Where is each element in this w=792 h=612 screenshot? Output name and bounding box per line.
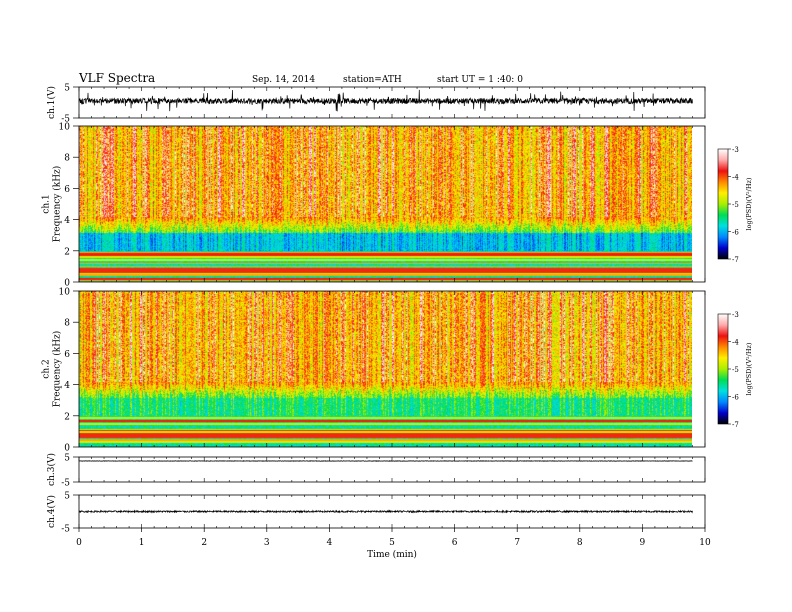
ch2-spectrogram-colorbar-scale bbox=[717, 313, 729, 425]
ch2-spectrogram-ylabel: ch.2Frequency (kHz) bbox=[42, 331, 63, 408]
ch4-waveform-trace bbox=[78, 509, 693, 514]
x-axis-tick-label: 7 bbox=[514, 538, 520, 548]
ch1-spectrogram-colorbar: -3 -4 -5 -6 -7 log(PSD)(V²/Hz) bbox=[717, 146, 753, 264]
date-label: Sep. 14, 2014 bbox=[252, 75, 315, 85]
ch2-spectrogram-colorbar-tick-label: -3 bbox=[732, 311, 739, 319]
ch1-spectrogram-ytick-label: 4 bbox=[64, 216, 70, 226]
ch4-waveform: 5 -5 ch.4(V) bbox=[46, 492, 706, 535]
x-axis-tick-label: 3 bbox=[264, 538, 270, 548]
ch2-spectrogram: 0 2 4 6 8 10 ch.2Frequency (kHz) bbox=[42, 288, 706, 454]
x-axis-tick-label: 9 bbox=[640, 538, 646, 548]
ch2-spectrogram-ytick-label: 6 bbox=[64, 350, 70, 360]
x-axis-tick-label: 10 bbox=[699, 538, 711, 548]
ch1-spectrogram-colorbar-label: log(PSD)(V²/Hz) bbox=[745, 177, 753, 230]
x-axis-tick-label: 4 bbox=[327, 538, 333, 548]
ch1-spectrogram-colorbar-scale bbox=[717, 148, 729, 260]
ch1-spectrogram-image bbox=[79, 126, 692, 282]
ch1-waveform-trace bbox=[78, 89, 693, 112]
start-time-label: start UT = 1 :40: 0 bbox=[437, 75, 523, 85]
ch1-spectrogram-ytick-label: 10 bbox=[59, 123, 71, 133]
x-axis: 0 1 2 3 4 5 6 7 8 9 10 bbox=[76, 528, 711, 548]
x-axis-tick-label: 0 bbox=[76, 538, 82, 548]
ch1-spectrogram-colorbar-tick-label: -7 bbox=[732, 256, 739, 264]
x-axis-tick-label: 8 bbox=[577, 538, 583, 548]
ch3-waveform-ytick-label: 5 bbox=[64, 454, 70, 464]
ch2-spectrogram-colorbar-tick-label: -6 bbox=[732, 394, 739, 402]
colorbars-group: -3 -4 -5 -6 -7 log(PSD)(V²/Hz) -3 -4 -5 -6 -7 log(P… bbox=[717, 146, 753, 429]
ch2-spectrogram-ytick-label: 10 bbox=[59, 288, 71, 298]
x-axis-label: Time (min) bbox=[367, 549, 417, 560]
ch2-spectrogram-ytick-label: 4 bbox=[64, 381, 70, 391]
ch1-spectrogram-ytick-label: 2 bbox=[64, 247, 70, 257]
x-axis-tick-label: 2 bbox=[201, 538, 207, 548]
ch3-waveform-ytick-label: -5 bbox=[61, 479, 70, 489]
ch1-spectrogram: 0 2 4 6 8 10 ch.1Frequency (kHz) bbox=[42, 123, 706, 289]
station-label: station=ATH bbox=[343, 75, 402, 85]
ch1-spectrogram-ytick-label: 6 bbox=[64, 185, 70, 195]
ch2-spectrogram-colorbar-tick-label: -4 bbox=[732, 339, 739, 347]
x-axis-tick-label: 5 bbox=[389, 538, 395, 548]
ch4-waveform-ytick-label: -5 bbox=[61, 525, 70, 535]
ch2-spectrogram-ytick-label: 0 bbox=[64, 444, 70, 454]
figure-title: VLF Spectra bbox=[78, 71, 155, 85]
ch3-waveform: 5 -5 ch.3(V) bbox=[46, 453, 706, 489]
ch2-spectrogram-ytick-label: 8 bbox=[64, 319, 70, 329]
ch1-spectrogram-colorbar-tick-label: -3 bbox=[732, 146, 739, 154]
ch1-waveform-ytick-label: -5 bbox=[61, 115, 70, 125]
ch1-spectrogram-ylabel: ch.1Frequency (kHz) bbox=[42, 166, 63, 243]
ch2-spectrogram-image bbox=[79, 291, 692, 447]
ch1-waveform: 5 -5 ch.1(V) bbox=[46, 84, 706, 125]
x-axis-tick-label: 1 bbox=[139, 538, 145, 548]
ch1-spectrogram-colorbar-tick-label: -5 bbox=[732, 201, 739, 209]
ch2-spectrogram-colorbar-label: log(PSD)(V²/Hz) bbox=[745, 342, 753, 395]
panels-group: 5 -5 ch.1(V) 0 2 4 6 8 10 ch.1Frequency (kHz) 0 2 4 6… bbox=[42, 84, 706, 535]
ch1-spectrogram-ytick-label: 8 bbox=[64, 154, 70, 164]
ch1-spectrogram-colorbar-tick-label: -4 bbox=[732, 174, 739, 182]
ch2-spectrogram-colorbar-tick-label: -7 bbox=[732, 421, 739, 429]
ch3-waveform-ylabel: ch.3(V) bbox=[46, 453, 57, 486]
x-axis-tick-label: 6 bbox=[452, 538, 458, 548]
ch1-spectrogram-colorbar-tick-label: -6 bbox=[732, 229, 739, 237]
ch4-waveform-ylabel: ch.4(V) bbox=[46, 495, 57, 528]
ch2-spectrogram-colorbar: -3 -4 -5 -6 -7 log(PSD)(V²/Hz) bbox=[717, 311, 753, 429]
ch1-waveform-ylabel: ch.1(V) bbox=[46, 86, 57, 119]
ch1-waveform-ytick-label: 5 bbox=[64, 84, 70, 94]
ch2-spectrogram-ytick-label: 2 bbox=[64, 412, 70, 422]
ch1-spectrogram-ytick-label: 0 bbox=[64, 279, 70, 289]
ch4-waveform-ytick-label: 5 bbox=[64, 492, 70, 502]
ch2-spectrogram-colorbar-tick-label: -5 bbox=[732, 366, 739, 374]
